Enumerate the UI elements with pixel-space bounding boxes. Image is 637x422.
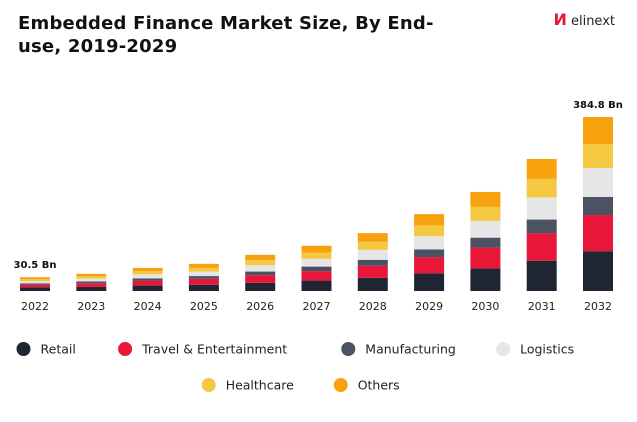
bar-segment	[470, 191, 501, 207]
bar-segment	[301, 258, 332, 267]
bar-segment	[526, 233, 557, 261]
bar-segment	[76, 286, 107, 291]
bar-segment	[583, 196, 613, 216]
bar-segment	[414, 214, 445, 226]
legend-swatch	[341, 342, 356, 356]
bar-segment	[414, 236, 445, 250]
bar-segment	[132, 285, 163, 291]
bar-segment	[414, 257, 445, 274]
bar-segment	[188, 267, 219, 272]
x-tick-label: 2025	[190, 300, 218, 313]
legend-swatch	[333, 378, 348, 392]
bar-segment	[583, 168, 613, 197]
bar-segment	[470, 268, 501, 291]
total-label: 384.8 Bn	[573, 100, 623, 111]
bar-segment	[76, 278, 107, 282]
bar-segment	[188, 263, 219, 268]
x-tick-label: 2023	[77, 300, 105, 313]
bar-segment	[188, 271, 219, 277]
bar-segment	[20, 279, 50, 282]
bar-segment	[20, 287, 50, 291]
legend-label: Logistics	[520, 342, 574, 357]
bar-segment	[470, 237, 501, 248]
bar-segment	[526, 158, 557, 179]
bar-segment	[583, 215, 613, 252]
bar-segment	[357, 259, 388, 266]
bar-segment	[20, 281, 50, 284]
bar-segment	[132, 274, 163, 279]
bar-segment	[245, 265, 276, 272]
x-tick-label: 2030	[471, 300, 499, 313]
bar-segment	[20, 284, 50, 288]
bar-segment	[245, 254, 276, 261]
bar-segment	[526, 178, 557, 198]
legend-swatch	[201, 378, 216, 392]
bar-segment	[20, 277, 50, 280]
legend-label: Others	[358, 378, 400, 393]
bar-segment	[357, 277, 388, 291]
brand-logo: ⵍ elinext	[553, 10, 615, 29]
legend-label: Healthcare	[226, 378, 294, 393]
x-tick-label: 2032	[584, 300, 612, 313]
bar-segment	[470, 247, 501, 269]
bar-segment	[245, 282, 276, 291]
bar-segment	[526, 219, 557, 234]
bar-segment	[20, 283, 50, 285]
legend-label: Retail	[41, 342, 76, 357]
bar-segment	[76, 273, 107, 277]
bar-segment	[526, 260, 557, 291]
legend-label: Travel & Entertainment	[141, 342, 287, 357]
bar-segment	[76, 283, 107, 287]
bar-segment	[188, 278, 219, 285]
bar-segment	[301, 271, 332, 281]
bar-segment	[357, 233, 388, 242]
bar-segment	[357, 249, 388, 260]
legend-swatch	[496, 342, 511, 356]
bar-segment	[526, 197, 557, 220]
bar-segment	[414, 273, 445, 291]
logo-mark: ⵍ	[553, 10, 567, 29]
bar-segment	[188, 284, 219, 291]
bar-segment	[76, 281, 107, 284]
x-tick-label: 2024	[134, 300, 162, 313]
x-tick-label: 2029	[415, 300, 443, 313]
bar-segment	[414, 225, 445, 237]
legend-swatch	[16, 342, 31, 356]
bar-segment	[132, 267, 163, 272]
bar-segment	[76, 276, 107, 279]
legend-swatch	[118, 342, 133, 356]
chart-title: Embedded Finance Market Size, By End-use…	[18, 13, 434, 57]
x-tick-label: 2022	[21, 300, 49, 313]
x-tick-label: 2027	[303, 300, 331, 313]
legend-label: Manufacturing	[365, 342, 456, 357]
x-tick-label: 2026	[246, 300, 274, 313]
bar-segment	[301, 280, 332, 291]
bar-segment	[470, 206, 501, 221]
bar-segment	[470, 220, 501, 238]
bar-segment	[188, 276, 219, 279]
bar-segment	[301, 252, 332, 259]
bar-segment	[357, 265, 388, 278]
bar-segment	[132, 278, 163, 281]
bar-segment	[245, 271, 276, 276]
bar-segment	[245, 275, 276, 283]
total-label: 30.5 Bn	[14, 260, 57, 271]
bar-segment	[301, 245, 332, 253]
bar-segment	[301, 266, 332, 272]
bar-segment	[583, 117, 613, 145]
bar-segment	[414, 249, 445, 258]
bar-segment	[357, 241, 388, 250]
bar-segment	[583, 251, 613, 291]
bar-segment	[583, 144, 613, 169]
bar-segment	[132, 271, 163, 275]
brand: elinext	[570, 14, 615, 29]
bar-segment	[132, 280, 163, 286]
x-tick-label: 2031	[528, 300, 556, 313]
x-tick-label: 2028	[359, 300, 387, 313]
bar-segment	[245, 260, 276, 266]
